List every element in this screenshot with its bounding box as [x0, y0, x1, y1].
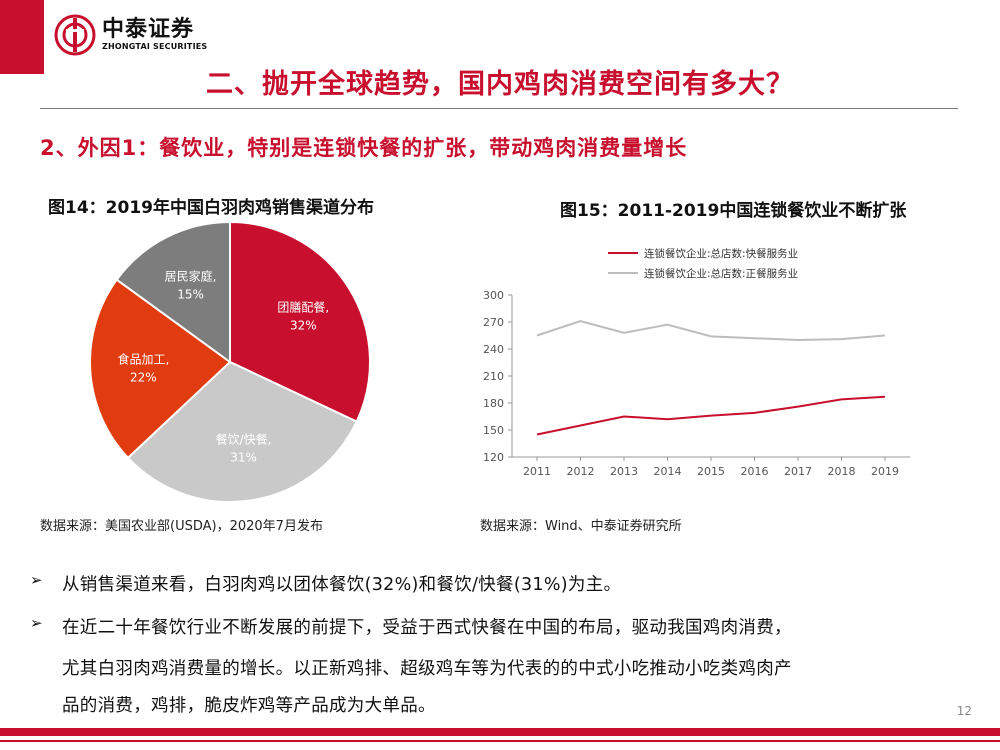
x-tick-label: 2011: [523, 465, 551, 478]
corner-accent-bar: [0, 0, 44, 74]
figure-15-source: 数据来源：Wind、中泰证券研究所: [480, 519, 682, 534]
series-line: [536, 320, 886, 342]
bullet-text-1: 从销售渠道来看，白羽肉鸡以团体餐饮(32%)和餐饮/快餐(31%)为主。: [62, 575, 622, 595]
y-tick-label: 300: [483, 289, 504, 302]
bullet-text-2-line-1: 在近二十年餐饮行业不断发展的前提下，受益于西式快餐在中国的布局，驱动我国鸡肉消费…: [62, 618, 792, 638]
figure-14-source: 数据来源：美国农业部(USDA)，2020年7月发布: [40, 519, 323, 534]
company-logo: 中泰证券 ZHONGTAI SECURITIES: [54, 12, 207, 58]
pie-slice: [115, 220, 231, 364]
x-tick-label: 2017: [784, 465, 812, 478]
arrow-bullet-icon: ➢: [30, 571, 43, 589]
pie-slice: [229, 220, 371, 423]
legend-label: 连锁餐饮企业:总店数:正餐服务业: [644, 267, 798, 280]
y-tick-label: 150: [483, 424, 504, 437]
pie-slice-percent: 22%: [130, 370, 157, 384]
y-tick-label: 240: [483, 343, 504, 356]
footer-thin-bar: [0, 740, 1000, 742]
figure-14-title: 图14：2019年中国白羽肉鸡销售渠道分布: [48, 198, 374, 218]
pie-slice: [126, 360, 359, 503]
pie-slice: [89, 278, 232, 460]
series-line: [536, 395, 886, 436]
x-tick-label: 2018: [828, 465, 856, 478]
pie-slice-label: 食品加工,: [117, 351, 169, 366]
x-tick-label: 2012: [567, 465, 595, 478]
pie-slice-label: 居民家庭,: [165, 269, 217, 284]
y-tick-label: 120: [483, 451, 504, 464]
x-tick-label: 2013: [610, 465, 638, 478]
pie-slice-label: 餐饮/快餐,: [216, 432, 272, 447]
legend-label: 连锁餐饮企业:总店数:快餐服务业: [644, 247, 798, 260]
bullet-text-2-line-3: 品的消费，鸡排，脆皮炸鸡等产品成为大单品。: [62, 696, 436, 716]
figure-15-title: 图15：2011-2019中国连锁餐饮业不断扩张: [560, 201, 907, 221]
y-tick-label: 270: [483, 316, 504, 329]
bullet-point-1: ➢ 从销售渠道来看，白羽肉鸡以团体餐饮(32%)和餐饮/快餐(31%)为主。: [30, 571, 621, 596]
pie-slice-percent: 31%: [230, 451, 257, 465]
pie-slice-percent: 15%: [177, 288, 204, 302]
pie-slice-percent: 32%: [290, 318, 317, 332]
page-title: 二、抛开全球趋势，国内鸡肉消费空间有多大？: [206, 69, 794, 100]
footer-bar: [0, 728, 1000, 736]
logo-icon: [54, 14, 96, 56]
y-tick-label: 210: [483, 370, 504, 383]
page-number: 12: [956, 704, 972, 718]
pie-chart: 团膳配餐, 32% 餐饮/快餐, 31% 食品加工, 22% 居民家庭, 15%: [89, 220, 371, 503]
logo-english-name: ZHONGTAI SECURITIES: [102, 42, 208, 51]
section-subtitle: 2、外因1：餐饮业，特别是连锁快餐的扩张，带动鸡肉消费量增长: [40, 136, 688, 160]
logo-chinese-name: 中泰证券: [102, 17, 195, 42]
pie-slice-label: 团膳配餐,: [277, 299, 329, 314]
x-tick-label: 2015: [697, 465, 725, 478]
x-tick-label: 2016: [741, 465, 769, 478]
arrow-bullet-icon: ➢: [30, 614, 43, 632]
bullet-point-2: ➢ 在近二十年餐饮行业不断发展的前提下，受益于西式快餐在中国的布局，驱动我国鸡肉…: [30, 614, 792, 639]
y-tick-label: 180: [483, 397, 504, 410]
bullet-text-2-line-2: 尤其白羽肉鸡消费量的增长。以正新鸡排、超级鸡车等为代表的的中式小吃推动小吃类鸡肉…: [62, 659, 792, 679]
title-divider: [40, 108, 958, 109]
x-tick-label: 2014: [654, 465, 682, 478]
x-tick-label: 2019: [871, 465, 899, 478]
